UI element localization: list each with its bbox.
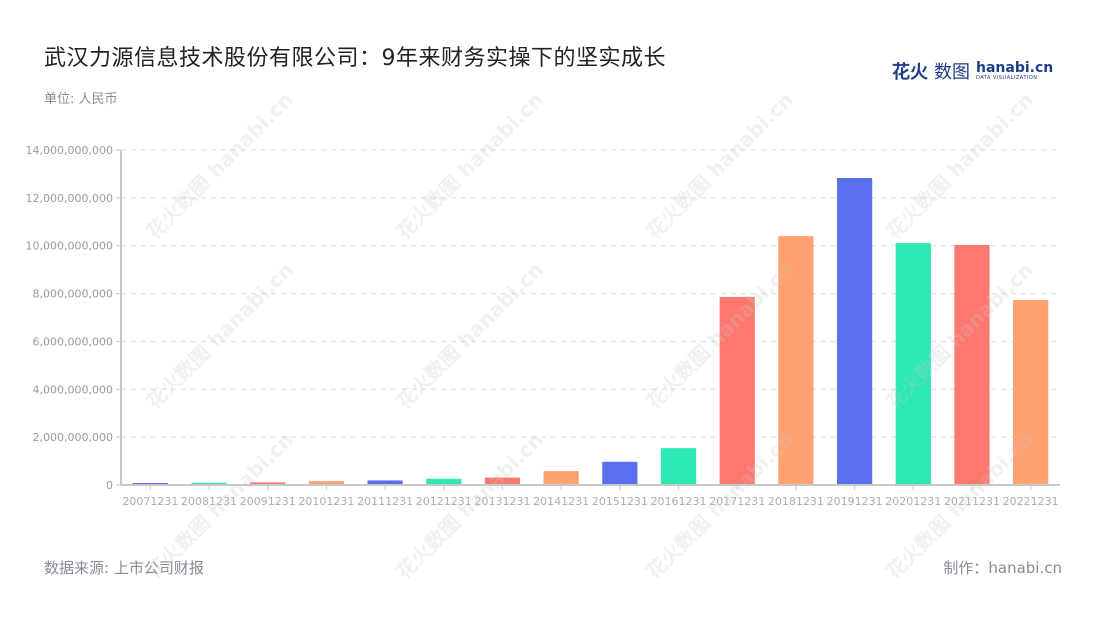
chart-title: 武汉力源信息技术股份有限公司：9年来财务实操下的坚实成长 [44,46,666,71]
unit-label: 单位: 人民币 [44,92,118,107]
x-tick-label: 20201231 [885,495,941,508]
bar-20121231[interactable] [426,478,462,485]
y-tick-label: 0 [106,479,113,492]
x-tick-label: 20191231 [827,495,883,508]
logo-en: hanabi.cn DATA VISUALIZATION [976,61,1053,81]
bar-20151231[interactable] [602,461,638,485]
bar-20201231[interactable] [895,243,931,485]
x-tick-label: 20101231 [298,495,354,508]
x-tick-label: 20161231 [651,495,707,508]
x-tick-label: 20111231 [357,495,413,508]
x-tick-label: 20171231 [709,495,765,508]
bar-20081231[interactable] [191,482,227,485]
x-tick-label: 20151231 [592,495,648,508]
bar-20161231[interactable] [660,448,697,485]
x-tick-label: 20211231 [944,495,1000,508]
bar-20191231[interactable] [836,177,873,485]
bar-20221231[interactable] [1013,300,1049,485]
credit: 制作：hanabi.cn [943,559,1062,577]
bar-20181231[interactable] [778,236,814,485]
y-tick-label: 12,000,000,000 [26,192,113,205]
y-tick-label: 14,000,000,000 [26,144,113,157]
x-tick-label: 20091231 [240,495,296,508]
x-tick-label: 20131231 [474,495,530,508]
bar-20131231[interactable] [484,477,521,485]
bars [132,177,1049,485]
y-tick-label: 2,000,000,000 [33,431,113,444]
logo-en-main: hanabi.cn [976,60,1054,76]
x-tick-label: 20121231 [416,495,472,508]
y-tick-label: 8,000,000,000 [33,288,113,301]
bar-20171231[interactable] [719,296,755,485]
logo-en-sub: DATA VISUALIZATION [976,75,1038,81]
logo-cn-light: 数图 [934,62,970,83]
x-tick-label: 20071231 [122,495,178,508]
x-tick-label: 20141231 [533,495,589,508]
logo-cn-bold: 花火 [892,62,928,83]
bar-20111231[interactable] [367,480,403,485]
x-tick-label: 20181231 [768,495,824,508]
bar-20211231[interactable] [954,244,990,485]
y-tick-label: 4,000,000,000 [33,383,113,396]
bar-20141231[interactable] [543,471,579,485]
y-tick-label: 10,000,000,000 [26,240,113,253]
hanabi-logo: 花火 数图 hanabi.cn DATA VISUALIZATION [892,58,1053,84]
bar-20101231[interactable] [308,481,345,485]
bar-20091231[interactable] [250,482,286,485]
y-axis: 0 2,000,000,000 4,000,000,000 6,000,000,000… [26,144,122,492]
x-tick-label: 20081231 [181,495,237,508]
x-tick-label: 20221231 [1003,495,1059,508]
y-tick-label: 6,000,000,000 [33,335,113,348]
data-source: 数据来源: 上市公司财报 [44,559,204,577]
x-axis: 20071231 20081231 20091231 20101231 20111231… [121,484,1060,508]
